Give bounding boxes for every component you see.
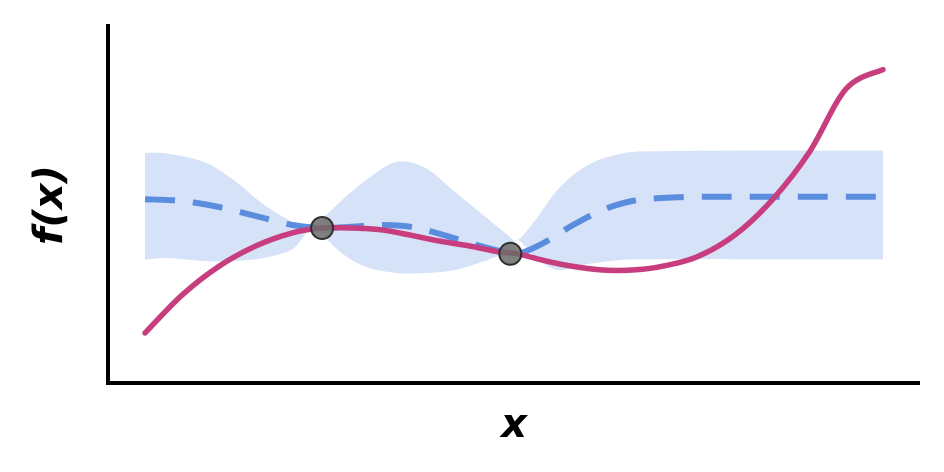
x-axis-label: x	[499, 401, 528, 447]
observation-point	[310, 216, 335, 240]
uncertainty-band	[145, 150, 883, 274]
observation-points	[310, 216, 523, 266]
plot-area	[142, 66, 886, 336]
observation-point	[498, 241, 523, 266]
y-axis-label: f(x)	[26, 165, 72, 245]
